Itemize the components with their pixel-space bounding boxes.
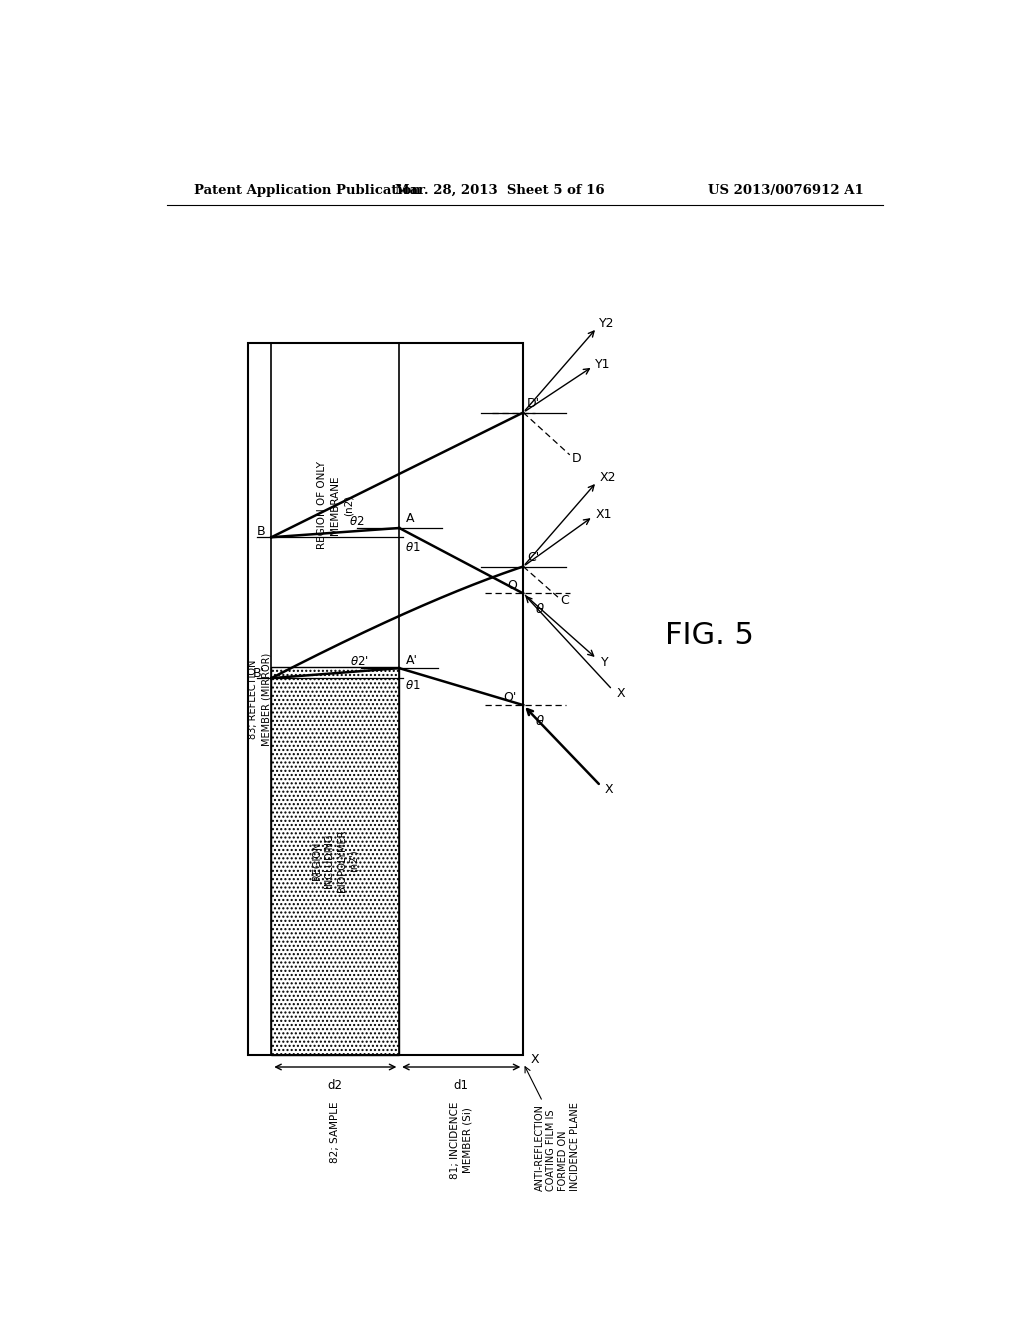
- Text: Mar. 28, 2013  Sheet 5 of 16: Mar. 28, 2013 Sheet 5 of 16: [395, 185, 605, 197]
- Text: REGION
INCLUDING
BIOPOLYMER
(n2'): REGION INCLUDING BIOPOLYMER (n2'): [311, 830, 359, 892]
- Bar: [271, 667, 399, 1056]
- Text: Y: Y: [601, 656, 608, 669]
- Text: d1: d1: [454, 1080, 469, 1093]
- Text: X: X: [604, 783, 613, 796]
- Text: D': D': [527, 397, 541, 409]
- Text: Patent Application Publication: Patent Application Publication: [194, 185, 421, 197]
- Text: 83; REFLECTION
MEMBER (MIRROR): 83; REFLECTION MEMBER (MIRROR): [248, 652, 271, 746]
- Text: A': A': [406, 653, 418, 667]
- Text: 81; INCIDENCE
MEMBER (Si): 81; INCIDENCE MEMBER (Si): [451, 1102, 472, 1179]
- Text: B: B: [257, 524, 265, 537]
- Text: X2: X2: [599, 471, 615, 484]
- Text: B': B': [253, 667, 265, 680]
- Text: C: C: [560, 594, 569, 607]
- Text: US 2013/0076912 A1: US 2013/0076912 A1: [709, 185, 864, 197]
- Text: $\theta$1: $\theta$1: [406, 678, 421, 692]
- Text: O': O': [504, 690, 517, 704]
- Text: $\theta$2: $\theta$2: [349, 515, 365, 528]
- Bar: [248, 343, 523, 1056]
- Text: $\theta$: $\theta$: [536, 714, 545, 727]
- Text: $\theta$2': $\theta$2': [349, 656, 369, 668]
- Text: O: O: [507, 579, 517, 593]
- Text: ANTI-REFLECTION
COATING FILM IS
FORMED ON
INCIDENCE PLANE: ANTI-REFLECTION COATING FILM IS FORMED O…: [535, 1102, 580, 1191]
- Text: REGION OF ONLY
MEMBRANE
(n2): REGION OF ONLY MEMBRANE (n2): [317, 461, 353, 549]
- Text: X: X: [531, 1053, 540, 1065]
- Text: Y2: Y2: [599, 317, 614, 330]
- Text: $\theta$: $\theta$: [536, 602, 545, 616]
- Text: D: D: [571, 453, 581, 465]
- Text: Y1: Y1: [595, 358, 611, 371]
- Text: A: A: [406, 512, 414, 525]
- Text: C': C': [527, 550, 540, 564]
- Text: FIG. 5: FIG. 5: [665, 622, 754, 651]
- Text: X: X: [616, 686, 625, 700]
- Text: $\theta$1: $\theta$1: [406, 541, 421, 554]
- Text: X1: X1: [595, 508, 611, 520]
- Text: 82; SAMPLE: 82; SAMPLE: [331, 1102, 340, 1163]
- Text: d2: d2: [328, 1080, 343, 1093]
